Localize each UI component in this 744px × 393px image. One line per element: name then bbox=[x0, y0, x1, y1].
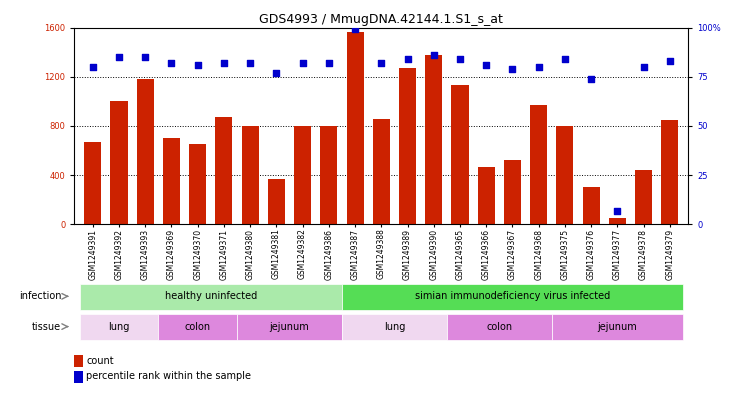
Bar bbox=[242, 126, 259, 224]
Point bbox=[165, 60, 177, 66]
Point bbox=[113, 54, 125, 60]
Text: lung: lung bbox=[384, 321, 405, 332]
Point bbox=[402, 56, 414, 62]
Text: simian immunodeficiency virus infected: simian immunodeficiency virus infected bbox=[415, 291, 610, 301]
Text: jejunum: jejunum bbox=[597, 321, 638, 332]
Bar bbox=[342, 314, 447, 340]
Point bbox=[454, 56, 466, 62]
Bar bbox=[321, 126, 337, 224]
Bar bbox=[661, 120, 679, 224]
Bar bbox=[189, 144, 206, 224]
Bar bbox=[268, 179, 285, 224]
Bar bbox=[347, 33, 364, 224]
Bar bbox=[452, 85, 469, 224]
Bar bbox=[84, 142, 101, 224]
Bar bbox=[635, 170, 652, 224]
Bar bbox=[80, 284, 342, 310]
Point bbox=[481, 62, 493, 68]
Bar bbox=[163, 138, 180, 224]
Bar bbox=[110, 101, 127, 224]
Point bbox=[192, 62, 204, 68]
Point bbox=[638, 64, 650, 70]
Point bbox=[586, 75, 597, 82]
Point bbox=[376, 60, 388, 66]
Point bbox=[559, 56, 571, 62]
Text: healthy uninfected: healthy uninfected bbox=[164, 291, 257, 301]
Text: count: count bbox=[86, 356, 114, 366]
Point bbox=[349, 26, 361, 33]
Text: lung: lung bbox=[109, 321, 129, 332]
Point bbox=[507, 66, 519, 72]
Bar bbox=[609, 218, 626, 224]
Point bbox=[270, 70, 282, 76]
Bar bbox=[504, 160, 521, 224]
Point bbox=[139, 54, 151, 60]
Bar bbox=[137, 79, 154, 224]
Bar bbox=[399, 68, 416, 224]
Bar bbox=[583, 187, 600, 224]
Bar bbox=[447, 314, 552, 340]
Text: tissue: tissue bbox=[32, 321, 61, 332]
Point bbox=[297, 60, 309, 66]
Bar bbox=[342, 284, 683, 310]
Bar bbox=[426, 55, 442, 224]
Point bbox=[323, 60, 335, 66]
Text: jejunum: jejunum bbox=[269, 321, 310, 332]
Bar bbox=[552, 314, 683, 340]
Bar bbox=[216, 118, 232, 224]
Bar bbox=[237, 314, 342, 340]
Text: colon: colon bbox=[487, 321, 513, 332]
Text: infection: infection bbox=[19, 291, 61, 301]
Bar bbox=[158, 314, 237, 340]
Bar bbox=[80, 314, 158, 340]
Point bbox=[87, 64, 99, 70]
Bar bbox=[530, 105, 547, 224]
Point bbox=[428, 52, 440, 58]
Point bbox=[664, 58, 676, 64]
Point bbox=[218, 60, 230, 66]
Point bbox=[612, 208, 623, 214]
Bar bbox=[373, 119, 390, 224]
Bar bbox=[478, 167, 495, 224]
Text: percentile rank within the sample: percentile rank within the sample bbox=[86, 371, 251, 382]
Bar bbox=[557, 126, 574, 224]
Point bbox=[533, 64, 545, 70]
Point bbox=[244, 60, 256, 66]
Bar bbox=[294, 126, 311, 224]
Title: GDS4993 / MmugDNA.42144.1.S1_s_at: GDS4993 / MmugDNA.42144.1.S1_s_at bbox=[260, 13, 503, 26]
Text: colon: colon bbox=[185, 321, 211, 332]
